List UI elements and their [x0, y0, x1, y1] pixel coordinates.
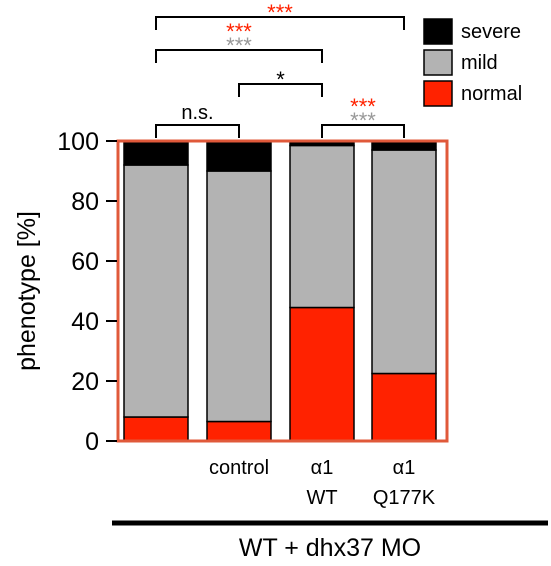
significance-bracket	[238, 83, 323, 97]
bar-mild-4	[371, 149, 437, 375]
legend-label-severe: severe	[461, 21, 521, 43]
x-tick-label: WT	[306, 487, 337, 509]
bar-mild-1	[123, 164, 189, 418]
x-tick-label: control	[209, 457, 269, 479]
significance-mark: *	[276, 67, 285, 92]
group-label: WT + dhx37 MO	[239, 534, 421, 562]
significance-brackets: n.s. ****************	[155, 0, 405, 138]
legend-label-mild: mild	[461, 52, 498, 74]
significance-mark: ***	[350, 108, 376, 133]
bar-mild-3	[289, 144, 355, 309]
bar-severe-1	[123, 140, 189, 166]
x-tick-label: α1	[393, 457, 416, 479]
significance-mark: ***	[226, 19, 252, 44]
significance-bracket	[155, 16, 405, 30]
legend-swatch-severe	[423, 18, 453, 45]
y-tick-label: 100	[57, 128, 99, 156]
y-tick-label: 20	[71, 368, 99, 396]
y-tick-label: 40	[71, 308, 99, 336]
legend-label-normal: normal	[461, 83, 522, 105]
bars-layer	[123, 140, 437, 442]
plot-frame	[116, 139, 449, 443]
bar-normal-1	[123, 416, 189, 442]
bar-normal-2	[206, 420, 272, 442]
legend-swatch-mild	[423, 49, 453, 76]
significance-bracket	[155, 49, 323, 63]
significance-mark: ***	[226, 33, 252, 58]
legend: severe mild normal	[423, 18, 522, 107]
x-tick-label: α1	[311, 457, 334, 479]
bar-normal-4	[371, 372, 437, 442]
y-tick-label: 0	[85, 428, 99, 456]
significance-bracket	[155, 124, 240, 138]
significance-bracket	[321, 124, 405, 138]
y-tick-label: 60	[71, 248, 99, 276]
x-tick-labels: control α1 WT α1 Q177K	[209, 457, 436, 509]
y-axis: 0 20 40 60 80 100	[57, 128, 117, 456]
bar-mild-2	[206, 170, 272, 423]
significance-mark: ***	[350, 94, 376, 119]
bar-severe-2	[206, 140, 272, 172]
significance-mark: n.s.	[181, 102, 213, 124]
bar-normal-3	[289, 306, 355, 442]
legend-swatch-normal	[423, 80, 453, 107]
y-tick-label: 80	[71, 188, 99, 216]
x-tick-label: Q177K	[373, 487, 436, 509]
y-axis-title: phenotype [%]	[13, 211, 41, 371]
significance-mark: ***	[267, 0, 293, 25]
